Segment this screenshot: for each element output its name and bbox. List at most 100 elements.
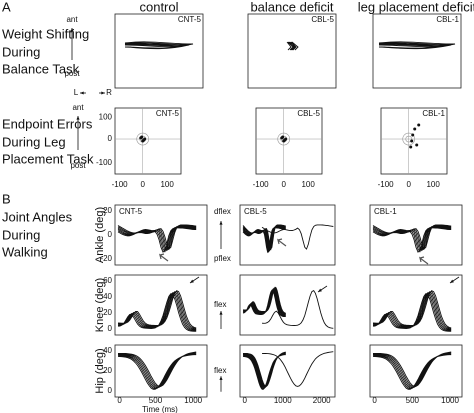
subject-label: CNT-5 <box>178 15 202 24</box>
arrow-head <box>219 311 223 315</box>
target <box>405 135 413 143</box>
plot-frame <box>114 344 208 398</box>
row-title: Walking <box>2 244 48 259</box>
x-tick-label: 2000 <box>313 396 331 405</box>
y-tick-label: 0 <box>108 324 113 333</box>
y-tick-label: 20 <box>103 366 112 375</box>
plot-frame <box>380 107 448 175</box>
arrow-head <box>76 116 80 120</box>
y-axis-label: Knee (deg) <box>94 278 106 332</box>
y-tick-label: 20 <box>103 206 112 215</box>
endpoint <box>284 137 288 141</box>
y-tick-label: 40 <box>103 292 112 301</box>
y-tick-label: 60 <box>103 276 112 285</box>
subject-label: CBL-5 <box>244 207 267 216</box>
endpoint <box>282 139 286 143</box>
target <box>402 132 416 146</box>
y-tick-label: 100 <box>99 112 113 121</box>
open-arrow <box>159 253 169 262</box>
trace <box>372 351 452 390</box>
arrow-head <box>318 288 322 292</box>
plot-frame <box>369 204 463 266</box>
direction-label: flex <box>214 366 226 375</box>
column-header: control <box>139 0 178 14</box>
endpoint <box>281 135 285 139</box>
panel-label: B <box>2 191 11 206</box>
endpoint <box>140 135 144 139</box>
axis-label: L <box>74 88 79 97</box>
direction-label: pflex <box>214 254 231 263</box>
trace <box>372 224 452 253</box>
subject-label: CNT-5 <box>119 207 143 216</box>
y-tick-label: 20 <box>103 308 112 317</box>
x-tick-label: -100 <box>112 180 129 189</box>
plot-frame <box>239 274 336 336</box>
plot-frame <box>239 204 336 266</box>
y-axis-label: Hip (deg) <box>94 348 106 393</box>
y-tick-label: -100 <box>96 158 113 167</box>
plot-frame <box>114 107 182 175</box>
endpoint <box>410 139 414 143</box>
x-tick-label: 1000 <box>441 396 459 405</box>
subject-label: CBL-5 <box>311 15 334 24</box>
plot-frame <box>369 344 463 398</box>
plot-frame <box>255 107 323 175</box>
subject-label: CBL-5 <box>297 109 320 118</box>
y-tick-label: 0 <box>108 230 113 239</box>
subject-label: CBL-1 <box>422 109 445 118</box>
axis-label: R <box>106 88 112 97</box>
row-title: During Leg <box>2 134 66 149</box>
endpoint <box>143 137 147 141</box>
x-tick-label: 0 <box>372 396 377 405</box>
x-tick-label: 0 <box>281 180 286 189</box>
row-title: Endpoint Errors <box>2 116 93 131</box>
endpoint <box>411 133 415 137</box>
arrow-head <box>219 376 223 380</box>
x-tick-label: 0 <box>117 396 122 405</box>
plot-frame <box>239 344 336 398</box>
subject-label: CNT-5 <box>156 109 180 118</box>
trace <box>372 290 452 332</box>
trace <box>286 41 299 51</box>
target <box>277 132 291 146</box>
x-tick-label: 1000 <box>274 396 292 405</box>
endpoint <box>415 143 419 147</box>
y-axis-label: Ankle (deg) <box>94 207 106 263</box>
y-tick-label: 0 <box>108 386 113 395</box>
axis-label: post <box>64 69 80 78</box>
y-tick-label: 0 <box>108 134 113 143</box>
plot-frame <box>372 13 462 89</box>
trace <box>117 290 197 332</box>
plot-frame <box>114 274 208 336</box>
axis-label: ant <box>66 15 78 24</box>
x-tick-label: -100 <box>378 180 395 189</box>
subject-label: CBL-1 <box>374 207 397 216</box>
x-tick-label: 0 <box>243 396 248 405</box>
endpoint <box>409 145 413 149</box>
plot-frame <box>247 13 337 89</box>
direction-label: flex <box>214 300 226 309</box>
arrow-head <box>219 221 223 225</box>
direction-label: dflex <box>214 207 231 216</box>
column-header: leg placement deficit <box>358 0 474 14</box>
row-title: Weight Shifting <box>2 26 89 41</box>
trace <box>117 224 197 253</box>
axis-label: ant <box>72 103 84 112</box>
axis-label: post <box>70 161 86 170</box>
trace <box>378 41 456 50</box>
target <box>136 132 150 146</box>
row-title: Balance Task <box>2 61 80 76</box>
x-tick-label: 500 <box>406 396 420 405</box>
plot-frame <box>114 13 204 89</box>
plot-frame <box>369 274 463 336</box>
x-tick-label: 500 <box>149 396 163 405</box>
x-tick-label: 100 <box>426 180 440 189</box>
x-tick-label: 100 <box>301 180 315 189</box>
plot-frame <box>114 204 208 266</box>
endpoint <box>413 127 417 131</box>
row-title: Joint Angles <box>2 209 73 224</box>
open-arrow <box>419 256 429 265</box>
trace <box>242 351 334 390</box>
x-axis-label: Time (ms) <box>142 405 178 413</box>
